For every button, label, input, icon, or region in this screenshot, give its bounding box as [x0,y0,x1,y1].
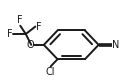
Text: O: O [26,40,34,50]
Text: N: N [112,40,120,50]
Text: F: F [17,15,23,25]
Text: F: F [36,22,42,32]
Text: Cl: Cl [46,67,55,77]
Text: F: F [7,29,13,39]
